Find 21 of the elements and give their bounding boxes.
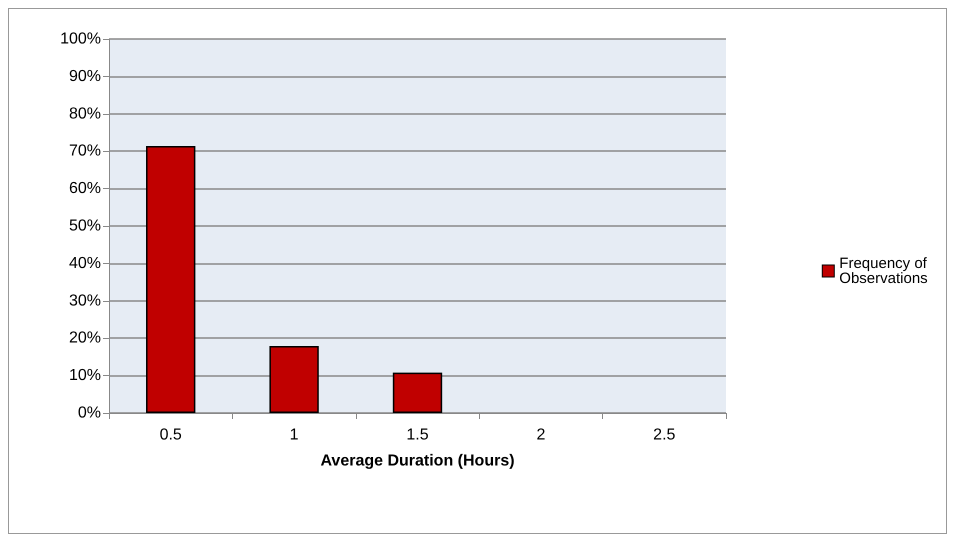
x-tick-label: 2 [536,426,546,444]
y-tick-label: 20% [68,330,101,347]
bar [392,372,442,413]
bar [146,146,196,413]
x-tick-label: 0.5 [160,426,182,444]
y-tick-label: 90% [68,68,101,85]
y-tick-label: 30% [68,292,101,310]
legend-label: Frequency of Observations [839,255,932,287]
x-axis-title: Average Duration (Hours) [320,452,515,470]
y-tick-label: 40% [68,254,101,272]
y-tick-label: 70% [68,142,101,160]
x-tick-label: 2.5 [653,426,676,444]
y-tick-label: 60% [68,180,101,198]
y-tick-label: 50% [68,218,101,234]
x-tick-label: 1.5 [406,426,429,444]
y-tick-label: 100% [60,30,101,48]
x-tick-label: 1 [290,426,299,444]
y-tick-label: 10% [68,367,101,384]
bar [269,346,319,413]
y-tick-label: 0% [78,404,101,422]
y-tick-label: 80% [68,105,101,122]
